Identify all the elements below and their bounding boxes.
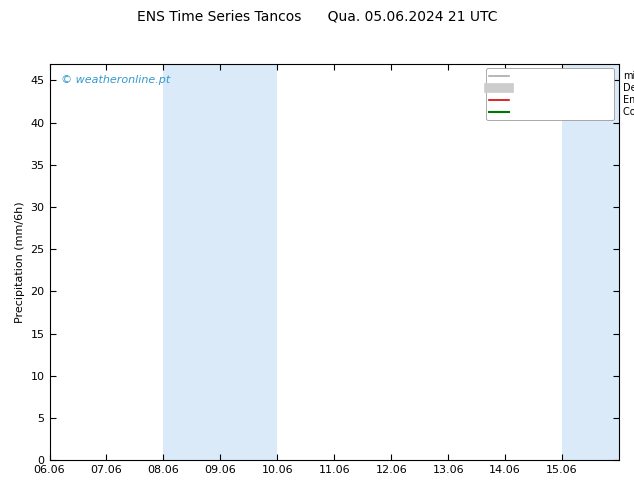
Bar <box>562 64 619 460</box>
Legend: min/max, Desvio padr tilde;o, Ensemble mean run, Controll run: min/max, Desvio padr tilde;o, Ensemble m… <box>486 69 614 120</box>
Text: ENS Time Series Tancos      Qua. 05.06.2024 21 UTC: ENS Time Series Tancos Qua. 05.06.2024 2… <box>137 10 497 24</box>
Text: © weatheronline.pt: © weatheronline.pt <box>61 75 170 85</box>
Y-axis label: Precipitation (mm/6h): Precipitation (mm/6h) <box>15 201 25 323</box>
Bar <box>164 64 277 460</box>
